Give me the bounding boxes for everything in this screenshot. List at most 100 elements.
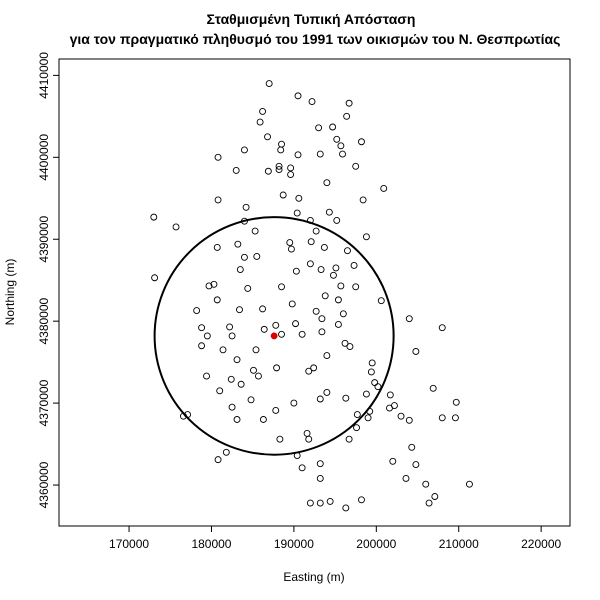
x-axis-label: Easting (m) bbox=[283, 570, 344, 584]
settlement-point bbox=[308, 98, 316, 106]
settlement-point bbox=[346, 343, 354, 351]
settlement-point bbox=[333, 216, 341, 224]
settlement-point bbox=[287, 171, 295, 178]
standard-distance-overlay bbox=[153, 216, 395, 456]
settlement-point bbox=[312, 227, 320, 235]
chart-title-line-1: Σταθμισμένη Τυπική Απόσταση bbox=[207, 11, 416, 27]
settlement-point bbox=[214, 456, 222, 464]
settlement-point bbox=[150, 213, 158, 221]
y-tick-label: 4360000 bbox=[37, 461, 51, 508]
settlement-point bbox=[362, 233, 370, 241]
settlement-point bbox=[298, 330, 306, 338]
settlement-point bbox=[380, 184, 388, 192]
settlement-point bbox=[323, 352, 331, 360]
settlement-point bbox=[316, 460, 324, 468]
settlement-point bbox=[287, 245, 295, 253]
settlement-point bbox=[259, 305, 267, 313]
settlement-point bbox=[367, 368, 375, 376]
settlement-point bbox=[228, 403, 236, 411]
settlement-point bbox=[321, 292, 329, 300]
settlement-point bbox=[292, 267, 300, 275]
y-axis-label: Northing (m) bbox=[3, 259, 17, 326]
x-axis: 170000 180000 190000 200000 210000 220000 bbox=[109, 526, 561, 551]
settlement-point bbox=[316, 395, 324, 403]
settlement-point bbox=[353, 424, 360, 432]
settlement-point bbox=[429, 384, 437, 392]
settlement-point bbox=[233, 356, 241, 364]
settlement-point bbox=[172, 223, 180, 231]
settlement-point bbox=[298, 464, 306, 472]
settlement-point bbox=[275, 162, 283, 170]
settlement-point bbox=[234, 240, 242, 248]
settlement-point bbox=[323, 389, 331, 396]
settlement-point bbox=[205, 282, 213, 290]
settlement-point bbox=[286, 239, 294, 246]
y-tick-label: 4390000 bbox=[37, 216, 51, 263]
settlement-point bbox=[425, 499, 433, 507]
settlement-point bbox=[342, 504, 350, 512]
plot-frame bbox=[58, 58, 571, 527]
settlement-point bbox=[253, 253, 261, 260]
settlement-point bbox=[252, 346, 260, 354]
settlement-point bbox=[290, 399, 298, 407]
settlement-point bbox=[293, 209, 301, 217]
settlement-point bbox=[232, 166, 240, 174]
x-tick-label: 200000 bbox=[356, 537, 396, 551]
settlement-point bbox=[240, 146, 248, 154]
settlement-point bbox=[210, 280, 218, 288]
settlement-point bbox=[226, 323, 234, 331]
settlement-point bbox=[256, 118, 264, 126]
settlement-point bbox=[377, 297, 385, 305]
settlement-point bbox=[362, 390, 370, 398]
settlement-point bbox=[342, 394, 350, 402]
settlement-point bbox=[244, 284, 252, 292]
settlement-point bbox=[259, 107, 267, 115]
settlement-point bbox=[316, 475, 324, 482]
settlement-point bbox=[371, 379, 379, 387]
settlement-point bbox=[318, 328, 326, 336]
settlement-point bbox=[198, 324, 206, 332]
settlement-point bbox=[292, 320, 299, 328]
settlement-point bbox=[386, 391, 394, 399]
settlement-point bbox=[343, 112, 351, 120]
settlement-point bbox=[389, 457, 397, 465]
settlement-point bbox=[151, 274, 159, 282]
settlement-point bbox=[251, 227, 259, 235]
settlement-point bbox=[317, 266, 325, 274]
settlement-point bbox=[438, 324, 446, 332]
settlement-point bbox=[310, 364, 318, 372]
x-tick-label: 220000 bbox=[521, 537, 561, 551]
data-points bbox=[150, 80, 473, 512]
settlement-point bbox=[233, 416, 241, 423]
y-axis: 4360000 4370000 4380000 4390000 4400000 44100… bbox=[37, 52, 59, 508]
settlement-point bbox=[287, 164, 295, 172]
standard-distance-circle bbox=[153, 216, 395, 456]
settlement-point bbox=[305, 367, 313, 375]
settlement-point bbox=[264, 167, 272, 175]
x-tick-label: 190000 bbox=[274, 537, 314, 551]
settlement-point bbox=[240, 253, 248, 261]
settlement-point bbox=[203, 332, 211, 340]
chart-title-line-2: για τον πραγματικό πληθυσμό του 1991 των… bbox=[70, 31, 561, 47]
y-tick-label: 4370000 bbox=[37, 379, 51, 426]
settlement-point bbox=[341, 339, 349, 347]
settlement-point bbox=[364, 414, 372, 422]
settlement-point bbox=[219, 346, 227, 354]
settlement-point bbox=[316, 499, 324, 507]
settlement-point bbox=[193, 307, 201, 314]
settlement-point bbox=[451, 414, 459, 422]
x-tick-label: 210000 bbox=[439, 537, 479, 551]
settlement-point bbox=[214, 153, 222, 161]
settlement-point bbox=[334, 321, 342, 328]
settlement-point bbox=[242, 203, 250, 211]
settlement-point bbox=[214, 196, 222, 204]
settlement-point bbox=[345, 99, 353, 107]
y-tick-label: 4400000 bbox=[37, 134, 51, 181]
weighted-center-point bbox=[270, 332, 278, 340]
settlement-point bbox=[333, 135, 341, 143]
settlement-point bbox=[358, 138, 365, 146]
settlement-point bbox=[213, 243, 221, 251]
settlement-point bbox=[408, 443, 416, 451]
settlement-point bbox=[326, 497, 334, 505]
